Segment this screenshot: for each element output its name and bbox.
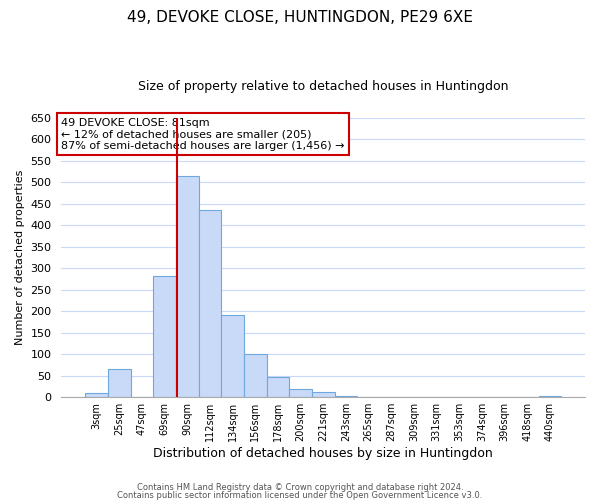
X-axis label: Distribution of detached houses by size in Huntingdon: Distribution of detached houses by size … xyxy=(154,447,493,460)
Bar xyxy=(244,354,266,397)
Bar xyxy=(153,276,176,397)
Text: 49 DEVOKE CLOSE: 81sqm
← 12% of detached houses are smaller (205)
87% of semi-de: 49 DEVOKE CLOSE: 81sqm ← 12% of detached… xyxy=(61,118,345,151)
Y-axis label: Number of detached properties: Number of detached properties xyxy=(15,170,25,345)
Bar xyxy=(176,176,199,397)
Bar xyxy=(289,389,312,397)
Text: Contains HM Land Registry data © Crown copyright and database right 2024.: Contains HM Land Registry data © Crown c… xyxy=(137,484,463,492)
Bar xyxy=(335,396,357,397)
Bar xyxy=(221,314,244,397)
Bar xyxy=(312,392,335,397)
Bar xyxy=(539,396,561,397)
Bar xyxy=(85,393,108,397)
Bar xyxy=(199,210,221,397)
Bar xyxy=(266,377,289,397)
Text: 49, DEVOKE CLOSE, HUNTINGDON, PE29 6XE: 49, DEVOKE CLOSE, HUNTINGDON, PE29 6XE xyxy=(127,10,473,25)
Title: Size of property relative to detached houses in Huntingdon: Size of property relative to detached ho… xyxy=(138,80,508,93)
Text: Contains public sector information licensed under the Open Government Licence v3: Contains public sector information licen… xyxy=(118,490,482,500)
Bar xyxy=(108,370,131,397)
